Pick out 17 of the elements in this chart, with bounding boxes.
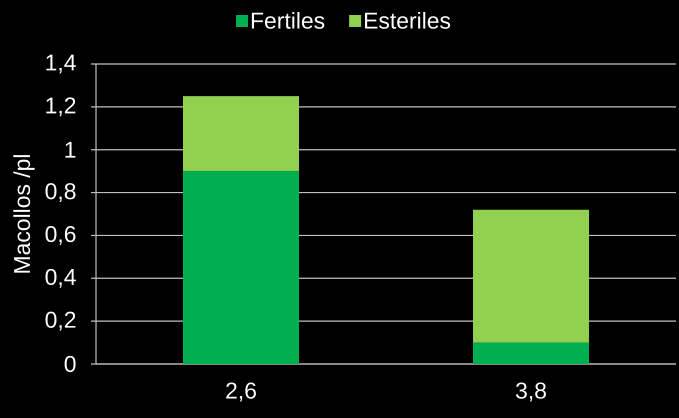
x-tick-label: 3,8 (516, 382, 546, 402)
y-tick-label: 0,4 (46, 268, 76, 288)
y-tick-label: 0 (64, 356, 76, 372)
y-tick-label: 0,8 (46, 183, 76, 202)
y-tick-label: 1,2 (46, 97, 76, 116)
y-tick-label: 1 (65, 142, 76, 158)
bar (473, 210, 590, 343)
y-tick-label: 0,6 (46, 226, 76, 245)
x-tick-label: 2,6 (226, 382, 256, 402)
y-axis-title: Macollos /pl (13, 155, 35, 273)
y-tick-label: 0,2 (46, 312, 76, 331)
legend-label: Esteriles (365, 12, 450, 29)
bar (183, 171, 300, 364)
legend-label: Fertiles (252, 12, 324, 29)
y-tick-label: 1,4 (46, 54, 76, 74)
bar (183, 96, 300, 172)
bar (473, 342, 590, 364)
